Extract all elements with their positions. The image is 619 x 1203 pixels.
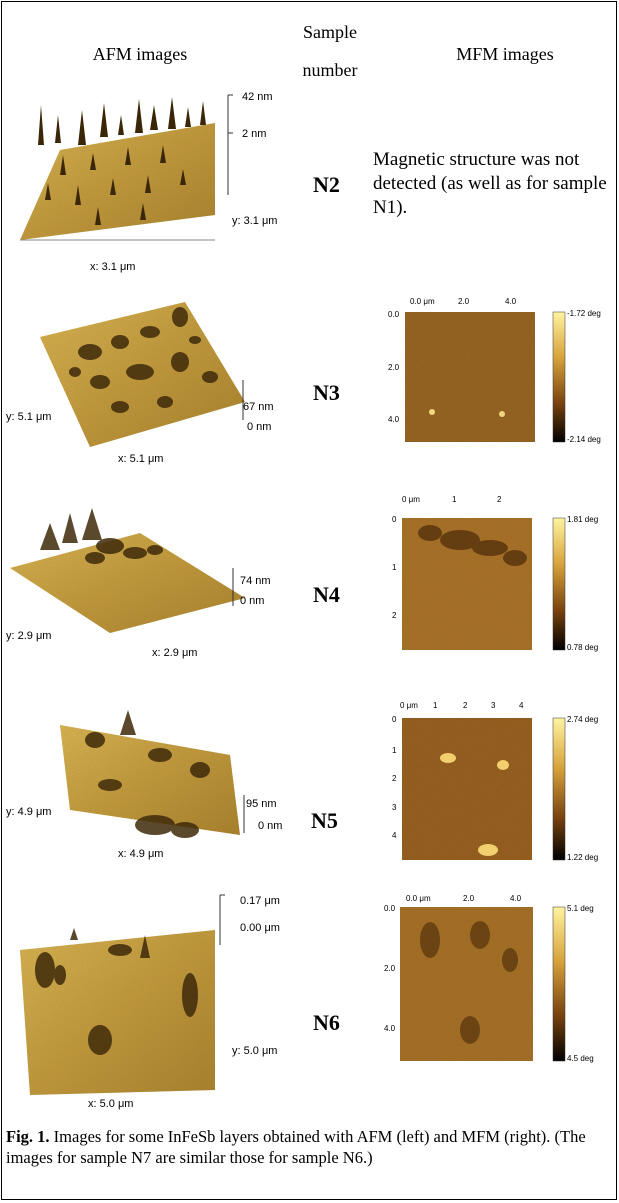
mfm-x-tick: 2 — [497, 495, 502, 504]
row-n3: 67 nm 0 nm y: 5.1 μm x: 5.1 μm N3 0.0 μm… — [0, 292, 619, 472]
mfm-x-tick: 2.0 — [463, 894, 475, 903]
header-sample-1: Sample — [303, 22, 357, 42]
mfm-y-tick: 0 — [392, 715, 397, 724]
row-n4: 74 nm 0 nm y: 2.9 μm x: 2.9 μm N4 0 μm 1… — [0, 488, 619, 668]
afm-image-n2: 42 nm 2 nm y: 3.1 μm x: 3.1 μm — [20, 91, 277, 273]
caption-lead: Fig. 1. — [6, 1127, 50, 1146]
mfm-scale-top: 2.74 deg — [567, 715, 598, 724]
afm-y-label: y: 5.1 μm — [6, 411, 51, 423]
figure-caption: Fig. 1. Images for some InFeSb layers ob… — [6, 1126, 618, 1168]
mfm-scale-bottom: 1.22 deg — [567, 853, 598, 862]
mfm-y-tick: 0 — [392, 515, 397, 524]
row-n2: 42 nm 2 nm y: 3.1 μm x: 3.1 μm N2 — [0, 85, 619, 285]
caption-text: Images for some InFeSb layers obtained w… — [6, 1127, 586, 1167]
afm-image-n4: 74 nm 0 nm y: 2.9 μm x: 2.9 μm — [6, 508, 271, 659]
sample-label-n3: N3 — [313, 380, 340, 405]
afm-y-label: y: 3.1 μm — [232, 215, 277, 227]
header-mfm: MFM images — [456, 44, 554, 64]
mfm-scale-top: -1.72 deg — [567, 309, 601, 318]
mfm-colorbar — [552, 717, 566, 861]
afm-z-bottom: 0.00 μm — [240, 922, 280, 934]
mfm-scale-bottom: 4.5 deg — [567, 1054, 594, 1063]
afm-x-label: x: 2.9 μm — [152, 647, 197, 659]
afm-z-top: 0.17 μm — [240, 895, 280, 907]
header-sample-2: number — [302, 60, 358, 80]
afm-z-top: 95 nm — [246, 798, 277, 810]
mfm-y-tick: 4.0 — [384, 1024, 396, 1033]
mfm-x-tick: 0 μm — [400, 701, 418, 710]
mfm-x-tick: 4.0 — [510, 894, 522, 903]
mfm-note-n2: Magnetic structure was not detected (as … — [373, 149, 607, 218]
sample-label-n2: N2 — [313, 172, 340, 197]
mfm-colorbar — [552, 906, 566, 1062]
mfm-y-tick: 0.0 — [384, 904, 396, 913]
mfm-x-tick: 2 — [463, 701, 468, 710]
mfm-scale-bottom: -2.14 deg — [567, 435, 601, 444]
mfm-y-tick: 2.0 — [388, 363, 400, 372]
mfm-y-tick: 0.0 — [388, 310, 400, 319]
mfm-colorbar — [552, 311, 566, 443]
afm-z-bottom: 0 nm — [258, 820, 282, 832]
afm-image-n6: 0.17 μm 0.00 μm y: 5.0 μm x: 5.0 μm — [20, 894, 280, 1110]
mfm-x-tick: 0.0 μm — [410, 297, 435, 306]
mfm-x-tick: 1 — [433, 701, 438, 710]
sample-label-n6: N6 — [313, 1010, 340, 1035]
mfm-x-tick: 0.0 μm — [406, 894, 431, 903]
afm-z-bottom: 0 nm — [240, 595, 264, 607]
afm-z-top: 67 nm — [243, 401, 274, 413]
row-n6: 0.17 μm 0.00 μm y: 5.0 μm x: 5.0 μm N6 0… — [0, 890, 619, 1110]
mfm-colorbar — [552, 517, 566, 651]
row-n5: 95 nm 0 nm y: 4.9 μm x: 4.9 μm N5 0 μm 1… — [0, 695, 619, 875]
afm-z-top: 74 nm — [240, 575, 271, 587]
mfm-image-n4: 0 μm 1 2 0 1 2 1.81 deg 0.78 deg — [392, 495, 598, 652]
afm-y-label: y: 5.0 μm — [232, 1045, 277, 1057]
mfm-scale-top: 1.81 deg — [567, 515, 598, 524]
mfm-y-tick: 4.0 — [388, 415, 400, 424]
mfm-scale-top: 5.1 deg — [567, 904, 594, 913]
afm-z-top: 42 nm — [242, 91, 273, 103]
afm-x-label: x: 4.9 μm — [118, 848, 163, 860]
sample-label-n5: N5 — [311, 808, 338, 833]
mfm-y-tick: 3 — [392, 803, 397, 812]
afm-z-bottom: 0 nm — [247, 421, 271, 433]
afm-image-n5: 95 nm 0 nm y: 4.9 μm x: 4.9 μm — [6, 710, 282, 860]
mfm-x-tick: 3 — [491, 701, 496, 710]
mfm-image-n6: 0.0 μm 2.0 4.0 0.0 2.0 4.0 5.1 deg 4.5 d… — [384, 894, 594, 1063]
mfm-y-tick: 2 — [392, 611, 397, 620]
afm-x-label: x: 5.1 μm — [118, 453, 163, 465]
afm-x-label: x: 3.1 μm — [90, 261, 135, 273]
afm-y-label: y: 4.9 μm — [6, 806, 51, 818]
afm-image-n3: 67 nm 0 nm y: 5.1 μm x: 5.1 μm — [6, 302, 274, 465]
afm-x-label: x: 5.0 μm — [88, 1098, 133, 1110]
mfm-y-tick: 2 — [392, 774, 397, 783]
header-afm: AFM images — [92, 44, 188, 64]
mfm-x-tick: 4.0 — [505, 297, 517, 306]
mfm-image-n3: 0.0 μm 2.0 4.0 0.0 2.0 4.0 -1.72 deg -2.… — [388, 297, 601, 444]
sample-label-n4: N4 — [313, 582, 340, 607]
mfm-x-tick: 4 — [519, 701, 524, 710]
mfm-y-tick: 2.0 — [384, 964, 396, 973]
mfm-scale-bottom: 0.78 deg — [567, 643, 598, 652]
mfm-y-tick: 4 — [392, 831, 397, 840]
afm-y-label: y: 2.9 μm — [6, 630, 51, 642]
mfm-y-tick: 1 — [392, 563, 397, 572]
mfm-x-tick: 0 μm — [402, 495, 420, 504]
mfm-y-tick: 1 — [392, 746, 397, 755]
mfm-x-tick: 2.0 — [458, 297, 470, 306]
afm-z-bottom: 2 nm — [242, 128, 266, 140]
mfm-image-n5: 0 μm 1 2 3 4 0 1 2 3 4 2.74 deg 1.22 deg — [392, 701, 598, 862]
mfm-x-tick: 1 — [452, 495, 457, 504]
